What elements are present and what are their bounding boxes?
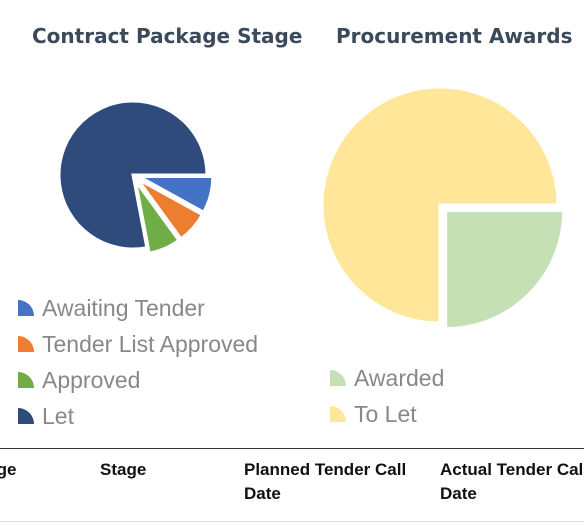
legend-item-awaiting-tender: Awaiting Tender bbox=[14, 290, 258, 326]
contract-package-stage-legend: Awaiting Tender Tender List Approved App… bbox=[14, 290, 258, 434]
procurement-awards-pie-chart bbox=[320, 85, 566, 331]
pie-slice-let bbox=[57, 99, 209, 251]
table-header-row: rge Stage Planned Tender Call Date Actua… bbox=[0, 448, 584, 522]
legend-item-approved: Approved bbox=[14, 362, 258, 398]
pie-slice-to-let bbox=[320, 85, 560, 325]
legend-label-let: Let bbox=[42, 402, 74, 429]
column-header-charge[interactable]: rge bbox=[0, 460, 17, 479]
legend-label-to-let: To Let bbox=[354, 400, 417, 427]
legend-label-approved: Approved bbox=[42, 366, 141, 393]
legend-item-tender-list-approved: Tender List Approved bbox=[14, 326, 258, 362]
legend-swatch-to-let bbox=[330, 406, 346, 422]
legend-swatch-tender-list-approved bbox=[18, 336, 34, 352]
pie-slice-approved bbox=[133, 179, 181, 255]
column-header-stage[interactable]: Stage bbox=[100, 460, 147, 479]
legend-item-to-let: To Let bbox=[326, 396, 444, 432]
legend-label-awaiting-tender: Awaiting Tender bbox=[42, 294, 205, 321]
legend-swatch-let bbox=[18, 408, 34, 424]
pie-slice-tender-list-approved bbox=[136, 177, 205, 241]
contract-package-stage-title: Contract Package Stage bbox=[32, 24, 303, 48]
legend-swatch-awaiting-tender bbox=[18, 300, 34, 316]
legend-swatch-approved bbox=[18, 372, 34, 388]
contract-package-stage-pie-chart bbox=[57, 99, 215, 255]
pie-slice-awaiting-tender bbox=[138, 174, 215, 215]
legend-swatch-awarded bbox=[330, 370, 346, 386]
legend-label-tender-list-approved: Tender List Approved bbox=[42, 330, 259, 357]
column-header-planned-tender-call-date[interactable]: Planned Tender Call Date bbox=[244, 460, 407, 503]
column-header-actual-tender-call-date[interactable]: Actual Tender Call Date bbox=[440, 460, 584, 503]
pie-slice-awarded bbox=[444, 209, 566, 331]
procurement-awards-legend: Awarded To Let bbox=[326, 360, 444, 432]
legend-label-awarded: Awarded bbox=[354, 364, 445, 391]
legend-item-awarded: Awarded bbox=[326, 360, 444, 396]
procurement-awards-title: Procurement Awards bbox=[336, 24, 573, 48]
legend-item-let: Let bbox=[14, 398, 258, 434]
